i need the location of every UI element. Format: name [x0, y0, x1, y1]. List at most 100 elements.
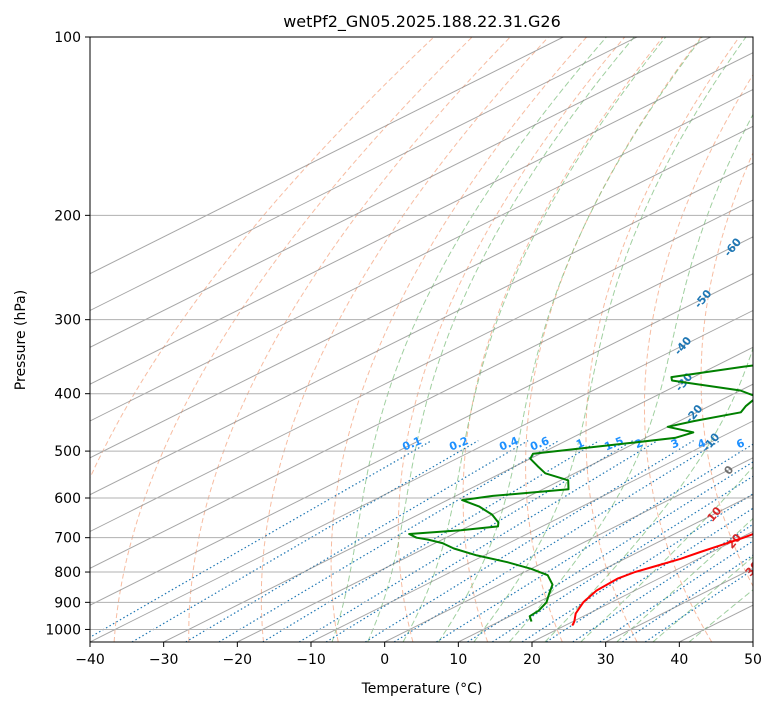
isotherm: [310, 420, 753, 642]
dry-adiabat: [700, 151, 753, 588]
x-axis: −40 −30 −20 −10 0 10 20 30 40 50: [75, 642, 762, 668]
isotherm-label: -40: [672, 334, 695, 358]
mixing-ratio-label: 2: [633, 436, 645, 451]
mixing-ratio-label: 1: [574, 436, 586, 451]
dry-adiabat: [585, 37, 740, 642]
mixing-ratio-line: [185, 440, 529, 642]
dry-adiabat: [462, 37, 664, 642]
isotherm-label: 40: [761, 587, 775, 607]
y-tick-label: 100: [54, 30, 81, 46]
moist-adiabat: [688, 589, 753, 642]
isotherm: [90, 199, 753, 533]
mixing-ratio-line: [521, 493, 753, 642]
moist-adiabat: [580, 466, 753, 642]
isotherm-label: 0: [722, 463, 737, 477]
isotherm: [90, 273, 753, 606]
isotherm: [531, 530, 753, 642]
mixing-ratio-line: [599, 540, 753, 642]
mixing-ratio-label: 8: [763, 436, 775, 451]
y-tick-label: 1000: [45, 622, 81, 638]
y-axis-label: Pressure (hPa): [13, 290, 29, 390]
dry-adiabats: [90, 37, 775, 642]
mixing-ratio-line: [436, 443, 753, 642]
x-tick-label: −10: [296, 652, 326, 668]
isotherm: [752, 641, 753, 642]
dry-adiabat: [260, 37, 549, 642]
x-tick-label: 40: [670, 652, 688, 668]
mixing-ratio-line: [644, 568, 753, 642]
moist-adiabat: [331, 37, 607, 642]
x-tick-label: 20: [523, 652, 541, 668]
y-tick-label: 400: [54, 387, 81, 403]
dry-adiabat: [188, 37, 511, 642]
x-tick-label: −20: [223, 652, 253, 668]
profiles: [408, 364, 753, 627]
moist-adiabat: [508, 113, 753, 642]
isotherm: [384, 457, 753, 642]
mixing-ratio-label: 3: [669, 436, 681, 451]
moist-adiabat: [544, 346, 753, 642]
dry-adiabat: [525, 37, 702, 642]
isotherm-label: -70: [762, 178, 775, 202]
mixing-ratio-line: [572, 523, 753, 642]
y-tick-label: 300: [54, 313, 81, 329]
moist-adiabat: [473, 37, 747, 642]
dry-adiabat: [330, 37, 587, 642]
mixing-ratio-line: [262, 440, 600, 642]
y-tick-label: 600: [54, 491, 81, 507]
x-tick-label: −40: [75, 652, 105, 668]
y-axis: 100 200 300 400 500 600 700 800 900 1000: [45, 30, 90, 638]
mixing-ratio-line: [325, 440, 658, 642]
x-tick-label: 10: [449, 652, 467, 668]
mixing-ratio-line: [90, 440, 432, 639]
isotherm: [458, 494, 753, 642]
dewpoint-profile: [408, 364, 753, 622]
plot-frame: [89, 36, 754, 643]
isotherm-label: -50: [692, 287, 715, 311]
temperature-profile: [571, 532, 753, 627]
dry-adiabat: [90, 37, 435, 480]
isotherm: [90, 37, 564, 275]
isotherm-label: 10: [705, 504, 725, 524]
y-tick-label: 500: [54, 444, 81, 460]
x-tick-label: −30: [149, 652, 179, 668]
isotherm: [90, 309, 753, 642]
pressure-gridlines: [90, 37, 753, 630]
isotherm: [237, 383, 753, 642]
moist-adiabat: [652, 556, 753, 642]
isotherm: [90, 125, 753, 459]
dry-adiabat: [113, 37, 473, 642]
y-tick-label: 900: [54, 595, 81, 611]
mixing-ratio-line: [364, 440, 694, 642]
plot-area: 0.10.20.40.611.52346810131620253036-100-…: [90, 37, 775, 642]
isotherm: [163, 346, 753, 642]
isotherm: [90, 236, 753, 569]
isotherm-label: -60: [721, 235, 744, 259]
isotherm: [90, 52, 753, 385]
isotherm: [90, 162, 753, 496]
mixing-ratio-line: [622, 554, 753, 642]
isotherm: [90, 88, 753, 422]
y-tick-label: 800: [54, 565, 81, 581]
isotherm: [679, 604, 753, 642]
isotherm-label: 30: [743, 559, 763, 579]
moist-adiabat: [402, 37, 667, 642]
mixing-ratio-lines: [90, 440, 753, 642]
mixing-ratio-label: 6: [734, 436, 746, 451]
mixing-ratio-line: [545, 507, 753, 642]
mixing-ratio-line: [298, 440, 634, 642]
mixing-ratio-line: [393, 440, 721, 642]
isotherm: [90, 37, 638, 312]
moist-adiabat: [367, 37, 635, 642]
y-tick-label: 700: [54, 531, 81, 547]
x-tick-label: 50: [744, 652, 762, 668]
x-tick-label: 30: [597, 652, 615, 668]
x-axis-label: Temperature (°C): [361, 681, 483, 697]
isotherms: [90, 37, 753, 642]
moist-adiabat: [438, 37, 703, 642]
mixing-ratio-line: [131, 440, 479, 642]
dry-adiabat: [756, 37, 775, 642]
chart-title: wetPf2_GN05.2025.188.22.31.G26: [283, 12, 561, 32]
y-tick-label: 200: [54, 208, 81, 224]
